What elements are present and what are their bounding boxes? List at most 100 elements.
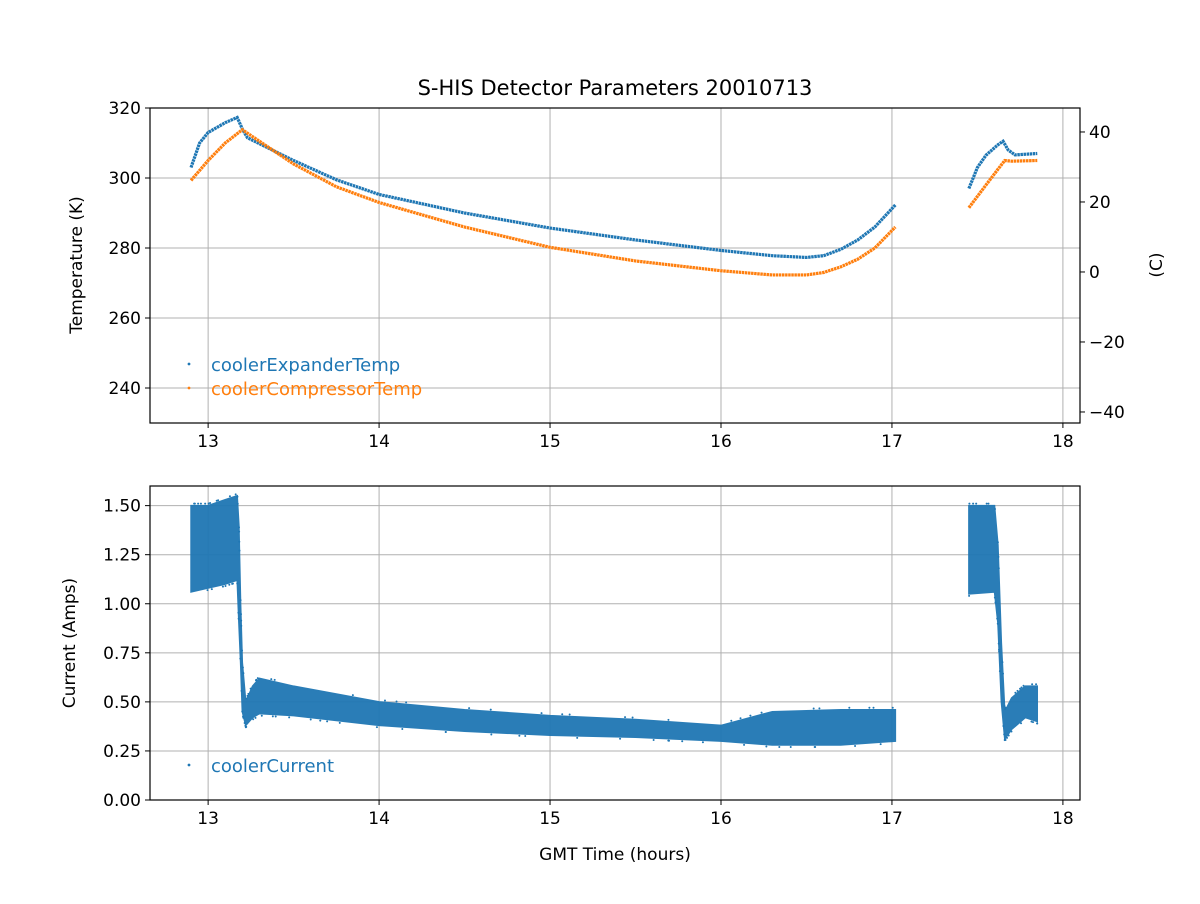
data-point xyxy=(238,541,240,543)
data-point xyxy=(994,601,996,603)
y-tick-label: 0.25 xyxy=(103,742,141,762)
y-right-tick-label: −40 xyxy=(1089,403,1125,423)
x-tick-label: 13 xyxy=(197,432,219,452)
data-point xyxy=(997,556,999,558)
data-point xyxy=(994,508,996,510)
data-point xyxy=(813,708,815,710)
data-point xyxy=(749,715,751,717)
data-point xyxy=(204,503,206,505)
data-point xyxy=(668,740,670,742)
data-point xyxy=(998,651,1000,653)
data-point xyxy=(242,715,244,717)
data-point xyxy=(1005,707,1007,709)
y-tick-label: 240 xyxy=(109,379,141,399)
chart-figure: S-HIS Detector Parameters 20010713 13 14 1… xyxy=(0,0,1200,900)
data-point xyxy=(236,583,238,585)
data-point xyxy=(997,541,999,543)
data-point xyxy=(975,503,977,505)
data-point xyxy=(200,503,202,505)
data-point xyxy=(468,707,470,709)
data-point xyxy=(730,720,732,722)
series-coolerCompressorTemp xyxy=(191,130,895,275)
data-point xyxy=(252,718,254,720)
data-point xyxy=(524,735,526,737)
data-point xyxy=(352,694,354,696)
data-point xyxy=(998,649,1000,651)
data-point xyxy=(272,715,274,717)
data-point xyxy=(255,679,257,681)
data-point xyxy=(1002,673,1004,675)
data-point xyxy=(240,625,242,627)
data-point xyxy=(240,599,242,601)
data-point xyxy=(848,707,850,709)
data-point xyxy=(208,503,210,505)
data-point xyxy=(222,586,224,588)
data-point xyxy=(624,716,626,718)
x-tick-label: 16 xyxy=(710,432,732,452)
axes-frame xyxy=(150,486,1080,800)
current-plot: 13 14 15 16 17 180.000.250.500.751.001.251.50… xyxy=(103,486,1080,829)
data-point xyxy=(743,744,745,746)
data-point xyxy=(229,495,231,497)
data-point xyxy=(240,620,242,622)
data-point xyxy=(972,503,974,505)
data-point xyxy=(1001,661,1003,663)
data-point xyxy=(999,670,1001,672)
data-point xyxy=(197,503,199,505)
x-tick-label: 13 xyxy=(197,809,219,829)
data-point xyxy=(235,493,237,495)
series-coolerCurrent-band xyxy=(969,506,1037,740)
data-point xyxy=(569,714,571,716)
x-tick-label: 18 xyxy=(1052,432,1074,452)
legend-marker xyxy=(188,387,191,390)
y-tick-label: 320 xyxy=(109,99,141,119)
data-point xyxy=(681,740,683,742)
data-point xyxy=(239,658,241,660)
data-point xyxy=(997,623,999,625)
x-tick-label: 15 xyxy=(539,432,561,452)
legend-entry-coolerCompressorTemp: coolerCompressorTemp xyxy=(211,379,422,400)
data-point xyxy=(396,701,398,703)
y-axis-label-current: Current (Amps) xyxy=(60,578,80,708)
data-point xyxy=(275,716,277,718)
x-tick-label: 14 xyxy=(368,809,390,829)
data-point xyxy=(339,722,341,724)
y-tick-label: 280 xyxy=(109,239,141,259)
data-point xyxy=(868,707,870,709)
data-point xyxy=(873,707,875,709)
y-axis-label-celsius: (C) xyxy=(1147,252,1167,277)
data-point xyxy=(193,503,195,505)
data-point xyxy=(765,746,767,748)
data-point xyxy=(892,707,894,709)
data-point xyxy=(241,690,243,692)
data-point xyxy=(241,710,243,712)
data-point xyxy=(242,672,244,674)
data-point xyxy=(238,531,240,533)
y-tick-label: 1.00 xyxy=(103,595,141,615)
data-point xyxy=(236,496,238,498)
data-point xyxy=(968,595,970,597)
y-tick-label: 0.50 xyxy=(103,693,141,713)
legend-entry-coolerCurrent: coolerCurrent xyxy=(211,756,334,777)
data-point xyxy=(1005,739,1007,741)
data-point xyxy=(1008,734,1010,736)
data-point xyxy=(384,699,386,701)
series-coolerCurrent-band xyxy=(191,496,895,745)
data-point xyxy=(541,712,543,714)
data-point xyxy=(216,500,218,502)
data-point xyxy=(490,709,492,711)
data-point xyxy=(1020,687,1022,689)
data-point xyxy=(274,679,276,681)
data-point xyxy=(1020,722,1022,724)
data-point xyxy=(1003,733,1005,735)
data-point xyxy=(242,667,244,669)
data-point xyxy=(1036,722,1038,724)
data-point xyxy=(1002,725,1004,727)
data-point xyxy=(987,503,989,505)
data-point xyxy=(667,719,669,721)
chart-title: S-HIS Detector Parameters 20010713 xyxy=(418,76,813,100)
data-point xyxy=(401,728,403,730)
x-tick-label: 14 xyxy=(368,432,390,452)
data-point xyxy=(761,712,763,714)
legend-marker xyxy=(188,363,191,366)
